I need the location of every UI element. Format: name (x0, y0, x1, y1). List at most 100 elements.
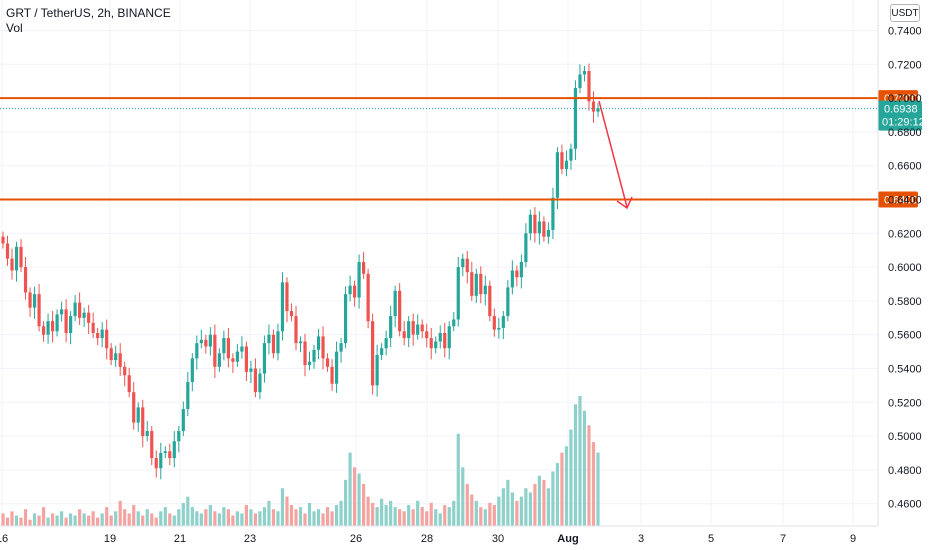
candle-body (231, 358, 235, 362)
volume-bar (87, 515, 91, 526)
candle-body (479, 273, 483, 295)
candle-body (285, 282, 289, 312)
volume-bar (231, 515, 235, 526)
volume-bar (546, 488, 551, 526)
volume-bar (145, 509, 149, 526)
candle-body (91, 322, 95, 334)
volume-bar (343, 479, 348, 526)
volume-bar (73, 515, 77, 526)
candle-body (271, 334, 276, 354)
chart-legend: GRT / TetherUS, 2h, BINANCE Vol (6, 6, 171, 36)
candle-body (1, 236, 5, 244)
candle-body (483, 285, 487, 295)
price-tick-label: 0.4600 (888, 499, 922, 511)
candle-body (429, 338, 433, 349)
candle-body (5, 243, 10, 259)
volume-bar (348, 452, 352, 526)
price-tick-label: 0.5800 (888, 296, 922, 308)
volume-bar (357, 473, 361, 526)
candle-body (443, 333, 447, 349)
candle-body (587, 71, 591, 102)
candle-body (524, 233, 528, 263)
candle-body (546, 229, 551, 237)
volume-bar (497, 496, 501, 526)
candle-body (204, 339, 208, 347)
price-tick-label: 0.7200 (888, 59, 922, 71)
candle-body (136, 407, 140, 423)
volume-bar (501, 488, 505, 526)
price-tick-label: 0.5600 (888, 330, 922, 342)
volume-bar (533, 484, 537, 526)
volume-bar (510, 492, 514, 526)
candle-body (109, 348, 113, 361)
candle-body (307, 361, 312, 366)
volume-bar (14, 515, 19, 526)
candle-body (321, 336, 325, 359)
candle-body (262, 343, 267, 374)
volume-bar (465, 484, 469, 526)
candle-body (542, 221, 546, 237)
candle-body (186, 382, 190, 410)
volume-bar (55, 515, 59, 526)
volume-bar (321, 513, 325, 526)
volume-bar (285, 496, 289, 526)
volume-bar (528, 492, 532, 526)
time-tick-label: 16 (0, 533, 8, 545)
volume-bar (339, 500, 343, 526)
volume-bar (195, 511, 199, 526)
candle-body (249, 368, 253, 372)
candle-body (159, 453, 163, 469)
candle-body (28, 292, 32, 308)
candle-body (41, 326, 46, 335)
candle-body (208, 334, 212, 347)
volume-bar (41, 507, 46, 526)
volume-bar (425, 511, 429, 526)
candle-body (452, 319, 456, 327)
volume-bar (325, 507, 330, 526)
candle-body (123, 366, 127, 376)
candle-body (352, 285, 357, 298)
volume-bar (240, 513, 244, 526)
volume-bar (199, 513, 203, 526)
countdown-text: 01:29:12 (882, 117, 925, 129)
candle-body (330, 366, 334, 384)
volume-bar (362, 484, 366, 526)
volume-bar (276, 511, 280, 526)
volume-bar (488, 502, 492, 526)
candle-body (533, 214, 537, 234)
volume-bar (443, 505, 447, 526)
volume-bars (1, 396, 600, 526)
drawing-arrow[interactable] (598, 100, 633, 210)
candle-body (371, 321, 375, 386)
price-tick-label: 0.6600 (888, 161, 922, 173)
volume-bar (190, 507, 194, 526)
candle-body (276, 331, 280, 354)
volume-bar (461, 467, 465, 526)
candle-body (181, 409, 185, 432)
volume-bar (573, 404, 578, 526)
candle-body (235, 351, 239, 362)
candle-body (339, 343, 343, 352)
candle-body (150, 431, 154, 459)
candle-body (506, 287, 510, 317)
candle-body (240, 346, 244, 352)
volume-bar (398, 509, 402, 526)
volume-bar (213, 511, 217, 526)
volume-bar (69, 513, 73, 526)
volume-bar (82, 513, 86, 526)
candle-body (497, 327, 501, 330)
volume-bar (434, 509, 438, 526)
candle-body (244, 346, 249, 372)
candle-body (425, 331, 429, 339)
candle-body (492, 316, 496, 330)
currency-label[interactable]: USDT (890, 4, 920, 22)
volume-bar (537, 475, 542, 526)
candle-body (334, 351, 339, 384)
volume-bar (371, 502, 375, 526)
last-price-text: 0.6938 (884, 104, 918, 116)
volume-bar (479, 507, 483, 526)
volume-bar (582, 410, 587, 526)
volume-bar (159, 511, 163, 526)
